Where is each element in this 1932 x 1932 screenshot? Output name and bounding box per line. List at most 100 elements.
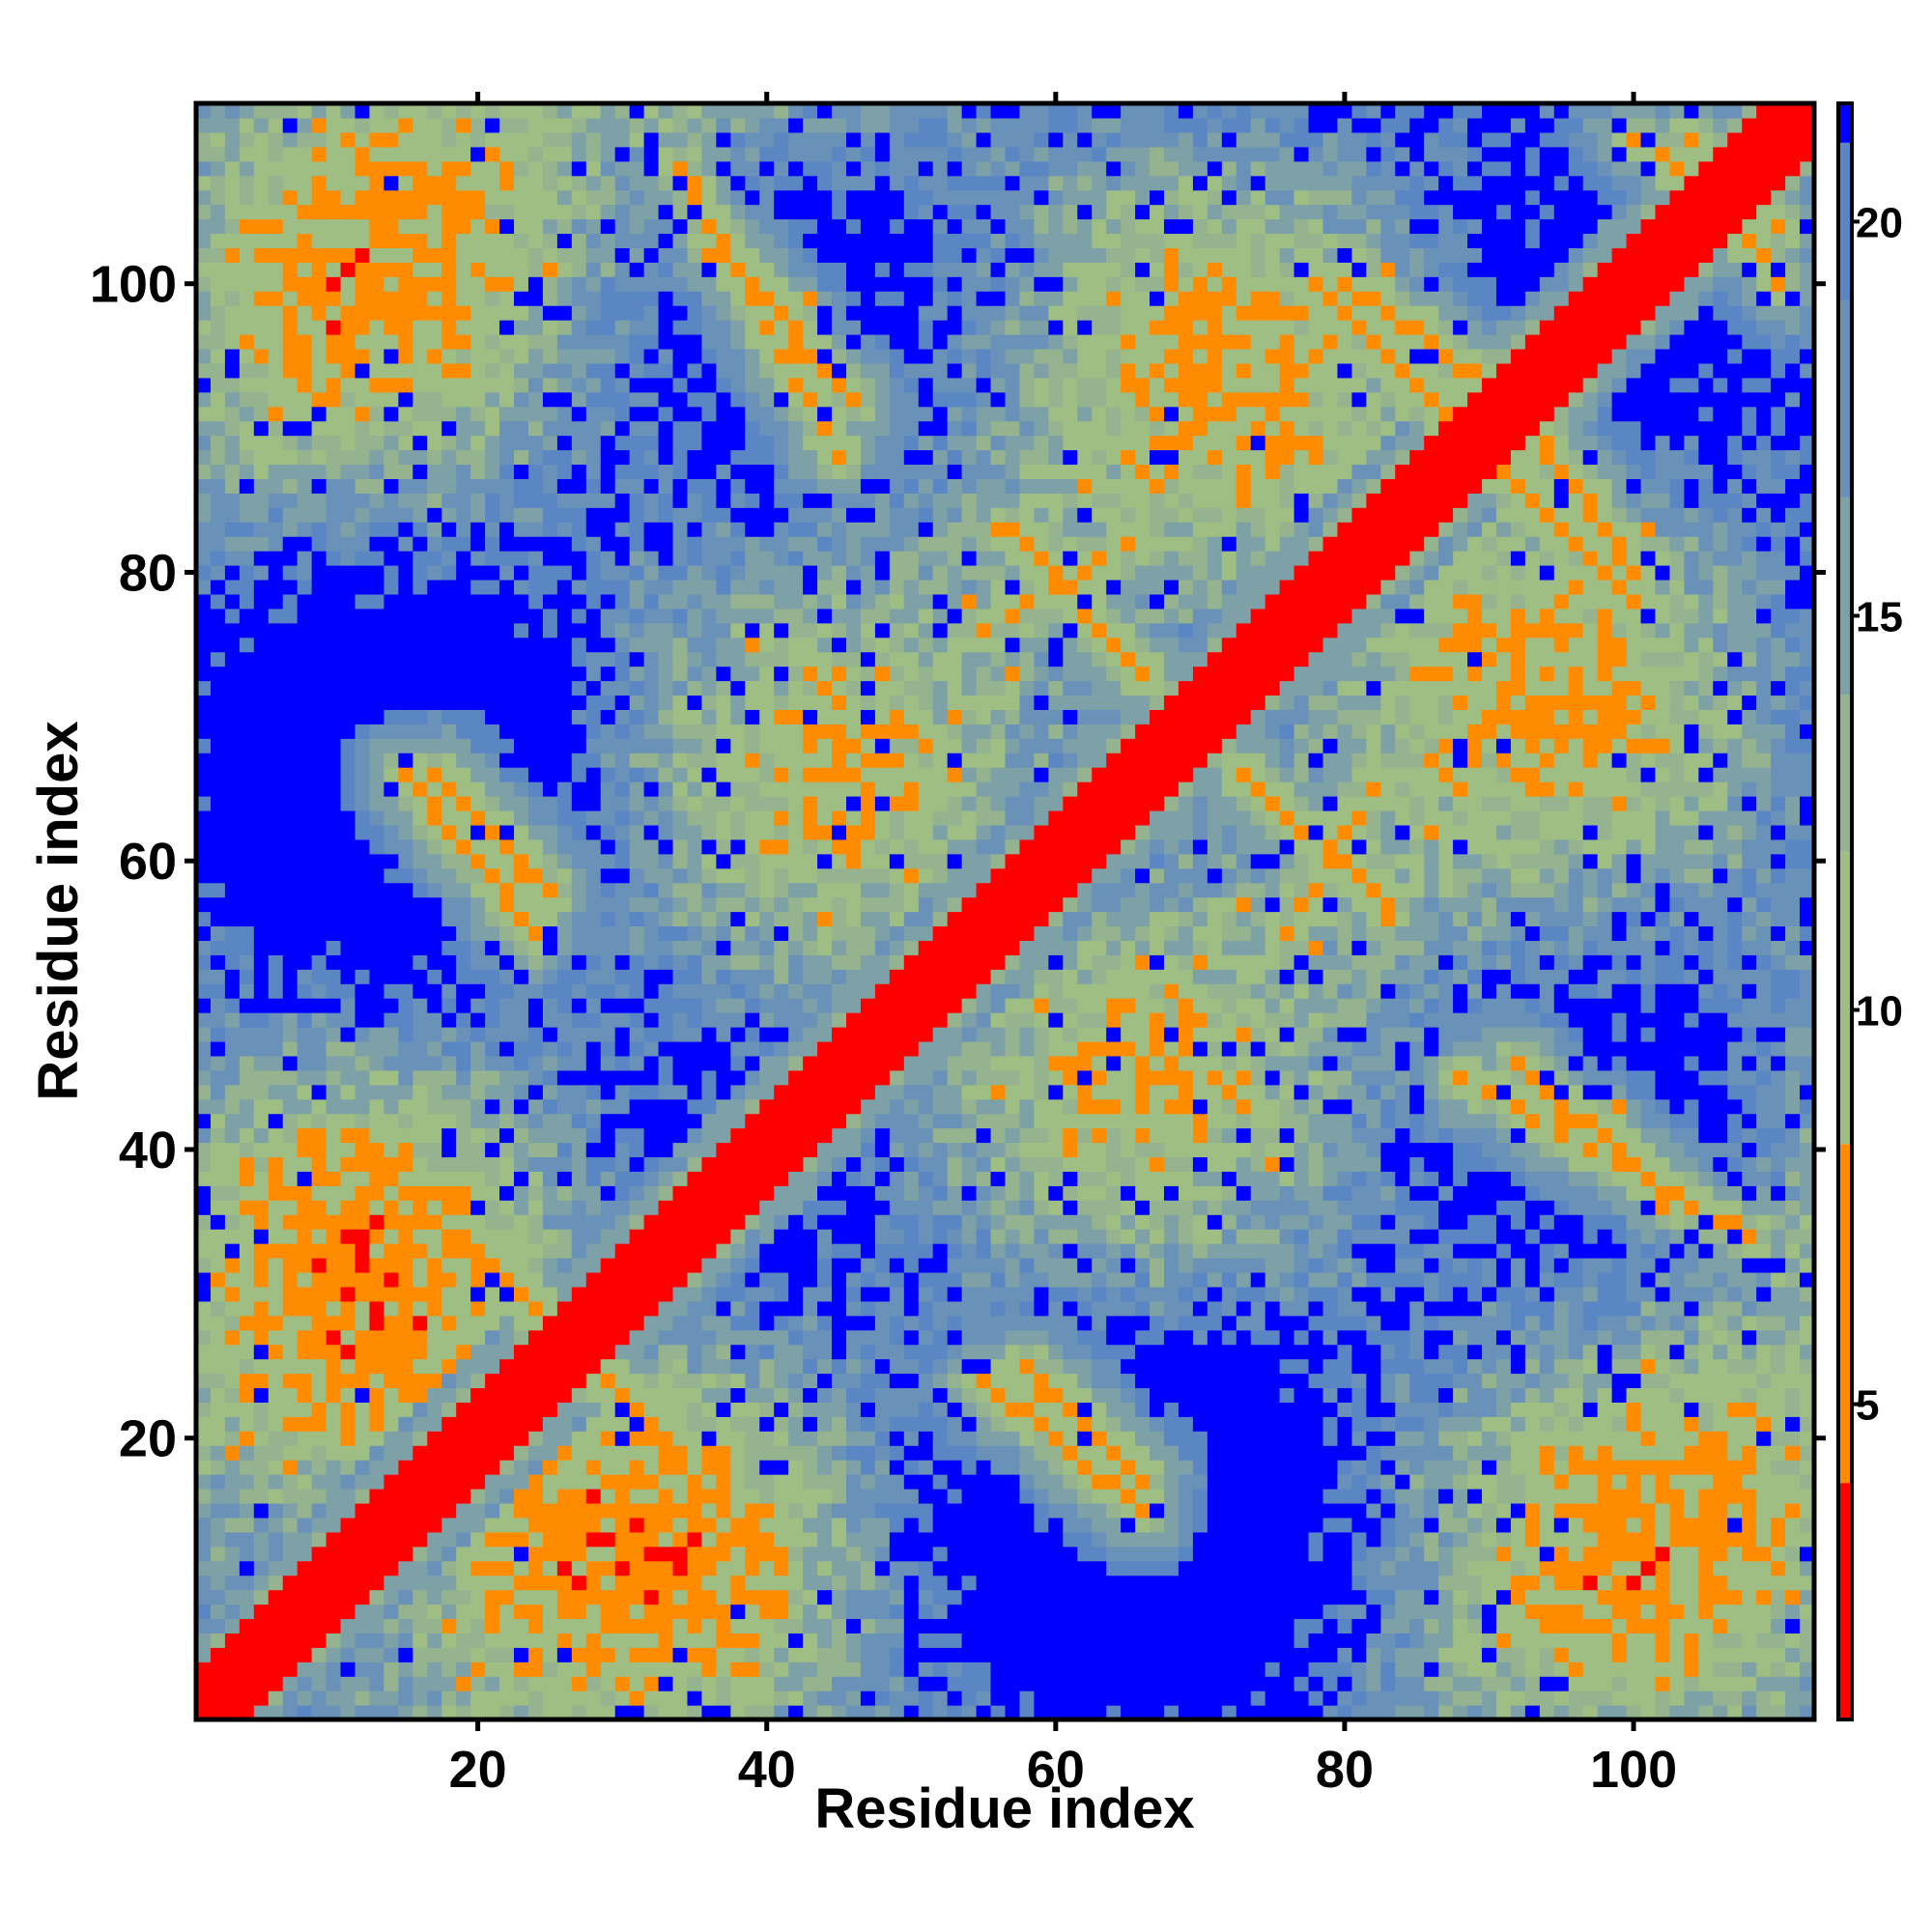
heatmap-cell [499,1662,515,1677]
heatmap-cell [470,1705,486,1720]
heatmap-cell [803,175,818,191]
heatmap-cell [441,1445,457,1461]
heatmap-cell [614,695,631,710]
heatmap-cell [355,738,371,753]
heatmap-cell [297,435,313,451]
heatmap-cell [470,1229,486,1244]
heatmap-cell [224,334,241,350]
heatmap-cell [441,1647,457,1662]
heatmap-cell [556,391,573,408]
heatmap-cell [441,551,457,566]
heatmap-cell [817,1387,833,1403]
heatmap-cell [340,377,356,393]
heatmap-cell [196,622,212,639]
heatmap-cell [340,464,356,479]
heatmap-cell [427,276,442,292]
heatmap-cell [456,391,471,408]
heatmap-cell [527,1142,544,1158]
heatmap-cell [369,1258,385,1273]
heatmap-cell [340,262,356,277]
heatmap-cell [340,305,356,321]
heatmap-cell [210,753,226,768]
heatmap-cell [556,420,573,437]
heatmap-cell [571,551,587,566]
heatmap-cell [600,853,616,869]
heatmap-cell [384,1142,399,1158]
heatmap-cell [427,146,442,162]
heatmap-cell [571,680,587,696]
heatmap-cell [398,1531,413,1548]
heatmap-cell [658,882,674,898]
heatmap-cell [224,1127,241,1144]
heatmap-cell [672,1416,689,1432]
heatmap-cell [658,1662,674,1677]
heatmap-cell [398,1460,413,1475]
heatmap-cell [514,1084,529,1100]
heatmap-cell [788,1142,804,1158]
heatmap-cell [730,1113,746,1129]
heatmap-cell [759,593,775,610]
heatmap-cell [355,1676,371,1691]
heatmap-cell [253,1690,270,1706]
heatmap-cell [585,940,602,955]
heatmap-cell [282,1416,298,1432]
heatmap-cell [427,233,442,248]
heatmap-cell [759,608,775,624]
heatmap-cell [542,146,558,162]
heatmap-cell [571,1329,587,1346]
heatmap-cell [412,579,428,595]
heatmap-cell [196,1300,212,1317]
heatmap-cell [268,954,284,970]
heatmap-cell [239,1517,255,1533]
heatmap-cell [629,1055,645,1071]
heatmap-cell [485,998,500,1013]
heatmap-cell [759,204,775,220]
heatmap-cell [600,1098,616,1115]
heatmap-cell [803,493,818,508]
heatmap-cell [427,882,442,898]
heatmap-cell [788,1489,804,1504]
heatmap-cell [398,1705,413,1720]
heatmap-cell [556,1589,573,1605]
heatmap-cell [355,1445,371,1461]
heatmap-cell [499,1690,515,1706]
heatmap-cell [730,1690,746,1706]
heatmap-cell [297,146,313,162]
heatmap-cell [701,435,717,451]
heatmap-cell [456,262,471,277]
heatmap-cell [614,838,631,855]
heatmap-cell [224,969,241,984]
heatmap-cell [340,565,356,581]
heatmap-cell [701,724,717,739]
heatmap-cell [759,103,775,119]
heatmap-cell [817,1502,833,1519]
heatmap-cell [239,579,255,595]
heatmap-cell [701,1229,717,1244]
heatmap-cell [268,1690,284,1706]
heatmap-cell [817,1098,833,1115]
heatmap-cell [629,608,645,624]
heatmap-cell [759,420,775,437]
heatmap-cell [239,362,255,379]
heatmap-cell [224,1690,241,1706]
heatmap-cell [224,377,241,393]
heatmap-cell [326,262,342,277]
heatmap-cell [629,911,645,927]
heatmap-cell [282,637,298,653]
heatmap-cell [340,622,356,639]
heatmap-cell [311,1258,327,1273]
heatmap-cell [614,189,631,206]
heatmap-cell [355,565,371,581]
heatmap-cell [297,493,313,508]
heatmap-cell [672,1055,689,1071]
heatmap-cell [253,377,270,393]
heatmap-cell [556,146,573,162]
heatmap-cell [803,1460,818,1475]
heatmap-cell [340,579,356,595]
heatmap-cell [196,781,212,797]
heatmap-cell [499,954,515,970]
heatmap-cell [470,1315,486,1331]
heatmap-cell [629,1142,645,1158]
heatmap-cell [326,1358,342,1375]
heatmap-cell [687,1416,703,1432]
